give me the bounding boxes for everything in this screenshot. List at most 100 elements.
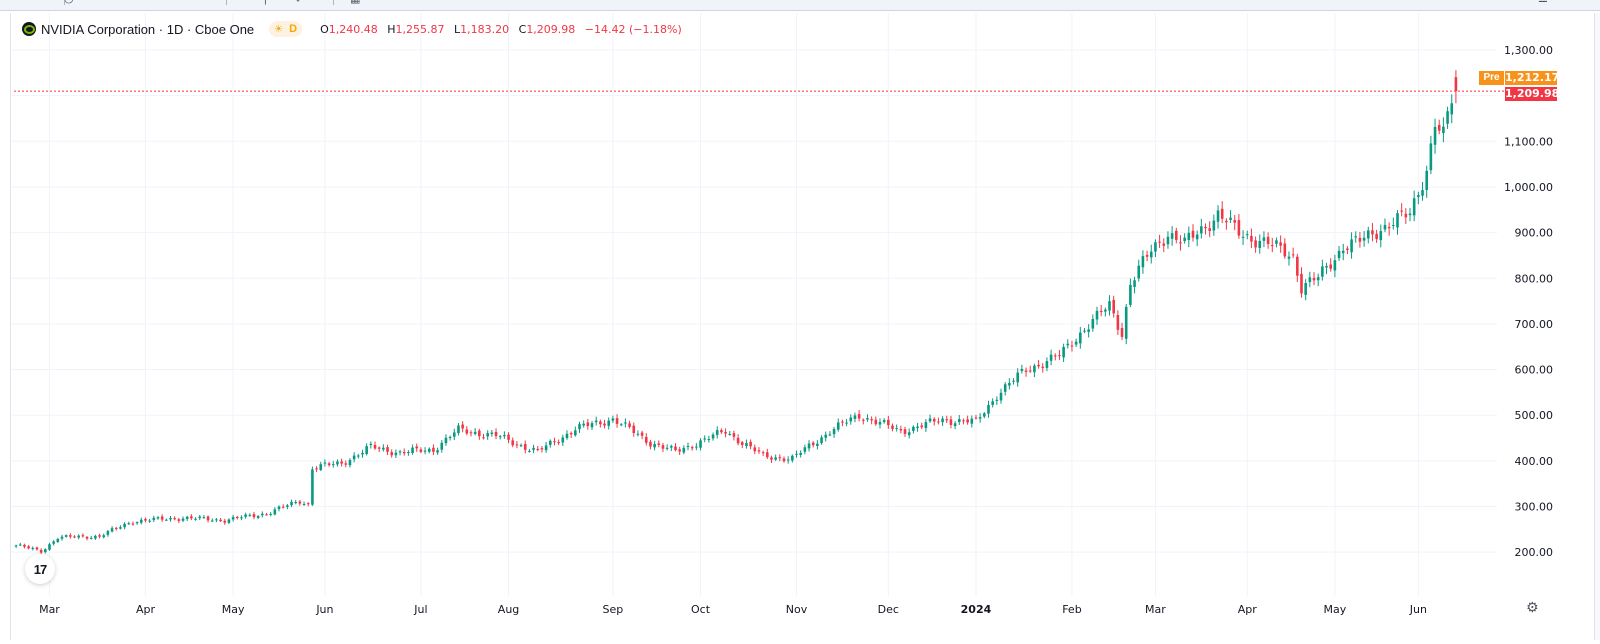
candle-body	[1429, 143, 1433, 171]
candle-body	[728, 433, 732, 435]
price-scale-edge[interactable]	[1594, 13, 1600, 640]
candle-body	[603, 423, 606, 426]
candle-body	[494, 432, 498, 437]
candle-body	[1079, 332, 1082, 344]
candle-body	[1158, 241, 1161, 243]
candle-body	[1191, 230, 1195, 238]
candle-body	[56, 539, 60, 542]
indicators-icon[interactable]: ∿	[292, 0, 301, 5]
candle-body	[607, 420, 611, 426]
candle-body	[473, 431, 477, 434]
tradingview-logo[interactable]: 17	[25, 554, 55, 584]
candle-body	[1329, 264, 1333, 269]
candle-body	[1033, 365, 1036, 373]
candle-body	[569, 432, 573, 435]
candle-body	[1016, 372, 1019, 383]
candle-body	[970, 418, 974, 424]
candle-body	[1308, 277, 1312, 283]
close-value: 1,209.98	[526, 22, 576, 36]
candle-body	[699, 440, 702, 448]
candle-body	[1412, 198, 1416, 216]
candle-body	[440, 442, 444, 450]
candle-body	[999, 392, 1003, 401]
clock-icon[interactable]: ◷	[64, 0, 74, 5]
candle-body	[1396, 213, 1399, 228]
symbol-title[interactable]: NVIDIA Corporation · 1D · Cboe One	[41, 21, 255, 37]
layout-icon[interactable]: ▦	[350, 0, 360, 5]
candle-body	[949, 419, 953, 425]
chart-pane[interactable]	[10, 13, 1600, 640]
candle-body	[907, 432, 911, 436]
candle-body	[1012, 380, 1015, 382]
candle-body	[828, 434, 832, 436]
candles-icon[interactable]: ╷╵	[262, 0, 275, 5]
candle-body	[599, 421, 602, 425]
candle-body	[849, 417, 853, 422]
candle-body	[369, 443, 373, 445]
candle-body	[248, 514, 252, 516]
candle-body	[123, 523, 126, 528]
toolbar-divider	[64, 0, 65, 5]
candle-body	[106, 531, 110, 535]
candle-body	[1216, 210, 1220, 222]
candle-body	[231, 517, 235, 520]
candle-body	[878, 422, 882, 425]
menu-icon[interactable]: ☰	[1538, 0, 1548, 5]
candle-body	[1287, 256, 1291, 259]
candle-body	[323, 462, 327, 464]
price-tick-label: 500.00	[1515, 409, 1554, 422]
candle-body	[1254, 240, 1257, 248]
candle-body	[265, 514, 268, 516]
candle-body	[402, 451, 406, 454]
candle-body	[657, 443, 661, 445]
candle-body	[269, 513, 272, 515]
candle-body	[1166, 236, 1170, 245]
candle-body	[394, 452, 398, 456]
settings-gear-icon[interactable]: ⚙	[1526, 600, 1539, 616]
candle-body	[670, 445, 673, 448]
candle-body	[202, 517, 206, 519]
candle-body	[1421, 190, 1424, 196]
candle-body	[377, 447, 381, 449]
candle-body	[1270, 245, 1274, 247]
candle-body	[1149, 251, 1153, 258]
candle-body	[1175, 230, 1178, 240]
candle-body	[427, 448, 431, 452]
candle-body	[640, 432, 644, 436]
candle-body	[432, 447, 435, 452]
candle-body	[165, 519, 168, 521]
candle-body	[966, 419, 969, 423]
candle-body	[1095, 310, 1099, 320]
timeframe-badge: D	[289, 23, 298, 35]
candle-body	[273, 509, 277, 515]
candle-body	[407, 452, 410, 454]
candle-body	[1183, 237, 1186, 242]
candle-body	[281, 506, 285, 508]
candle-body	[937, 421, 940, 423]
candle-body	[1066, 343, 1070, 346]
candle-body	[1220, 208, 1224, 219]
time-tick-label: May	[1324, 603, 1347, 616]
candle-body	[448, 437, 452, 439]
candle-body	[774, 457, 777, 460]
time-tick-label: Sep	[603, 603, 624, 616]
open-key: O	[320, 22, 329, 36]
candle-body	[574, 430, 577, 436]
market-status-badge[interactable]: ☀ D	[269, 21, 303, 37]
ohlc-values: O1,240.48 H1,255.87 L1,183.20 C1,209.98 …	[320, 23, 682, 36]
candle-body	[1250, 235, 1253, 242]
candle-body	[373, 444, 377, 449]
candle-body	[515, 444, 519, 446]
candle-body	[152, 517, 156, 520]
candle-body	[644, 436, 648, 443]
low-key: L	[454, 22, 461, 36]
candle-body	[953, 423, 957, 427]
candle-body	[1037, 364, 1040, 367]
candle-body	[181, 518, 185, 521]
candle-body	[215, 519, 218, 521]
candle-body	[331, 464, 335, 466]
top-toolbar: ◷ ╷╵ ∿ ▦ ☰	[0, 0, 1600, 11]
candle-body	[144, 519, 147, 521]
candle-body	[715, 430, 719, 435]
